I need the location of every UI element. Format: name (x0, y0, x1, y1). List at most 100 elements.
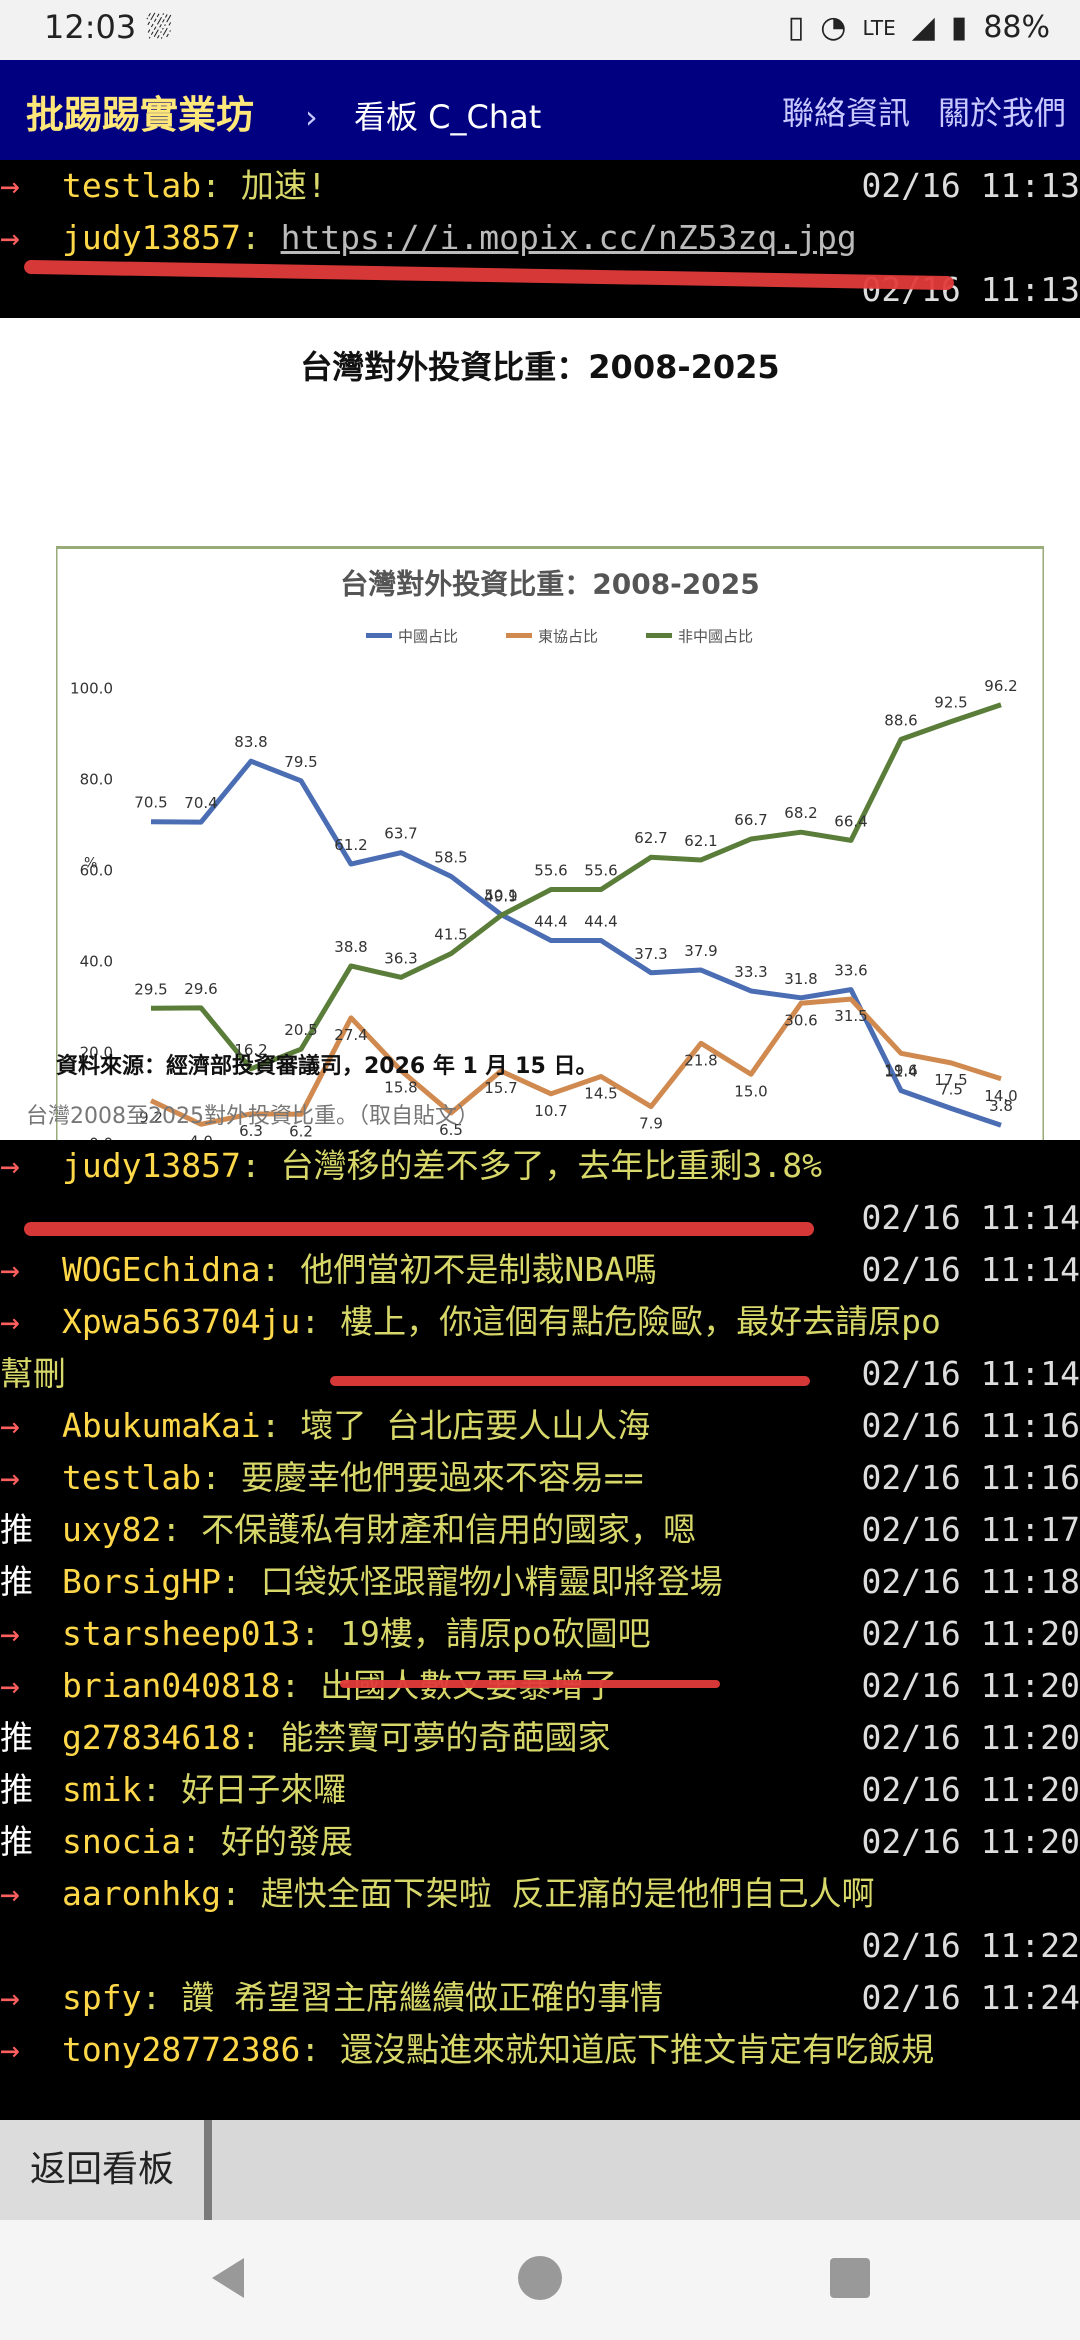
data-label: 6.5 (439, 1121, 463, 1139)
comment-row: 02/16 11:14 (0, 1192, 1080, 1244)
comment-user[interactable]: testlab (62, 166, 202, 205)
comment-list-bottom: → judy13857: 台灣移的差不多了，去年比重剩3.8% 02/16 11:1… (0, 1140, 1080, 2120)
board-link[interactable]: 看板 C_Chat (353, 98, 542, 136)
embedded-image[interactable]: 台灣對外投資比重：2008-2025 台灣對外投資比重：2008-2025 中國… (0, 318, 1080, 1199)
comment-user[interactable]: spfy (62, 1978, 142, 2017)
comment-body: testlab: 加速! (62, 160, 327, 212)
comment-text: : 壞了 台北店要人山人海 (260, 1406, 651, 1445)
comment-time: 02/16 11:13 (861, 166, 1080, 205)
site-logo[interactable]: 批踢踢實業坊 (26, 93, 255, 137)
comment-time: 02/16 11:18 (861, 1562, 1080, 1601)
comment-user[interactable]: judy13857 (62, 1146, 241, 1185)
notification-icon: ⛆ (146, 8, 172, 46)
comment-time: 02/16 11:24 (861, 1978, 1080, 2017)
comment-row: → judy13857: https://i.mopix.cc/nZ53zq.jp… (0, 212, 1080, 264)
data-label: 66.4 (834, 812, 867, 830)
data-label: 58.5 (434, 848, 467, 866)
series-line (149, 996, 1002, 1127)
comment-body: g27834618: 能禁寶可夢的奇葩國家 (62, 1712, 611, 1764)
data-label: 62.7 (634, 829, 667, 847)
comment-text: : 樓上，你這個有點危險歐，最好去請原po (300, 1302, 941, 1341)
y-axis-label: % (84, 856, 97, 872)
data-label: 62.1 (684, 832, 717, 850)
red-scribble (340, 1680, 720, 1688)
breadcrumb-separator: › (305, 98, 318, 136)
data-label: 6.2 (289, 1122, 313, 1140)
comment-user[interactable]: g27834618 (62, 1718, 241, 1757)
data-label: 21.8 (684, 1051, 717, 1069)
comment-tag: → (0, 218, 20, 257)
comment-time: 02/16 11:14 (861, 1354, 1080, 1393)
data-label: 70.4 (184, 794, 217, 812)
comment-user[interactable]: AbukumaKai (62, 1406, 261, 1445)
comment-text: : 好的發展 (181, 1822, 353, 1861)
contact-link[interactable]: 聯絡資訊 (781, 94, 910, 132)
back-to-board-button[interactable]: 返回看板 (0, 2120, 212, 2220)
comment-user[interactable]: brian040818 (62, 1666, 281, 1705)
data-label: 27.4 (334, 1026, 367, 1044)
comment-tag: 推 (0, 1770, 33, 1809)
comment-user[interactable]: Xpwa563704ju (62, 1302, 301, 1341)
comment-body: testlab: 要慶幸他們要過來不容易== (62, 1452, 644, 1504)
series-lines (149, 702, 1002, 1128)
wifi-icon: ◔ (820, 10, 847, 45)
comment-text: : 口袋妖怪跟寵物小精靈即將登場 (220, 1562, 723, 1601)
y-tick-label: 100.0 (70, 680, 113, 698)
data-label: 79.5 (284, 753, 317, 771)
site-header: 批踢踢實業坊 › 看板 C_Chat 聯絡資訊 關於我們 (0, 60, 1080, 160)
comment-link[interactable]: https://i.mopix.cc/nZ53zq.jpg (280, 218, 857, 257)
about-link[interactable]: 關於我們 (937, 94, 1066, 132)
data-label: 19.6 (884, 1061, 917, 1079)
battery-icon: ▮ (950, 10, 968, 45)
data-label: 10.7 (534, 1102, 567, 1120)
comment-body: AbukumaKai: 壞了 台北店要人山人海 (62, 1400, 650, 1452)
comment-user[interactable]: snocia (62, 1822, 182, 1861)
comment-body: starsheep013: 19樓，請原po砍圖吧 (62, 1608, 651, 1660)
data-label: 88.6 (884, 711, 917, 729)
comment-tag: 推 (0, 1718, 33, 1757)
comment-text: : 讚 希望習主席繼續做正確的事情 (141, 1978, 664, 2017)
vibrate-icon: ▯ (787, 10, 805, 45)
comment-body: Xpwa563704ju: 樓上，你這個有點危險歐，最好去請原po (62, 1296, 941, 1348)
data-label: 20.5 (284, 1021, 317, 1039)
data-label: 70.5 (134, 794, 167, 812)
comment-row: → AbukumaKai: 壞了 台北店要人山人海 02/16 11:16 (0, 1400, 1080, 1452)
comment-user[interactable]: aaronhkg (62, 1874, 221, 1913)
data-label: 7.5 (939, 1080, 963, 1098)
back-icon[interactable] (200, 2248, 260, 2308)
home-icon[interactable] (510, 2248, 570, 2308)
comment-row: 推 BorsigHP: 口袋妖怪跟寵物小精靈即將登場 02/16 11:18 (0, 1556, 1080, 1608)
comment-row: → tony28772386: 還沒點進來就知道底下推文肯定有吃飯規 (0, 2024, 1080, 2076)
comment-time: 02/16 11:17 (861, 1510, 1080, 1549)
comment-time: 02/16 11:14 (861, 1250, 1080, 1289)
data-label: 44.4 (584, 912, 617, 930)
comment-user[interactable]: WOGEchidna (62, 1250, 261, 1289)
recents-icon[interactable] (820, 2248, 880, 2308)
data-label: 55.6 (584, 862, 617, 880)
comment-tag: → (0, 1458, 20, 1497)
comment-tag: → (0, 2030, 20, 2069)
comment-tag: → (0, 1978, 20, 2017)
header-links: 聯絡資訊 關於我們 (782, 88, 1066, 134)
comment-tag: 推 (0, 1822, 33, 1861)
comment-user[interactable]: testlab (62, 1458, 202, 1497)
comment-body: tony28772386: 還沒點進來就知道底下推文肯定有吃飯規 (62, 2024, 934, 2076)
image-caption: 台灣2008至2025對外投資比重。（取自貼文） (26, 1104, 479, 1129)
data-label: 3.8 (989, 1097, 1013, 1115)
comment-user[interactable]: BorsigHP (62, 1562, 221, 1601)
comment-user[interactable]: starsheep013 (62, 1614, 301, 1653)
comment-user[interactable]: smik (62, 1770, 142, 1809)
comment-user[interactable]: uxy82 (62, 1510, 162, 1549)
comment-row: → judy13857: 台灣移的差不多了，去年比重剩3.8% (0, 1140, 1080, 1192)
comment-body: WOGEchidna: 他們當初不是制裁NBA嗎 (62, 1244, 657, 1296)
comment-text: : 台灣移的差不多了，去年比重剩3.8% (240, 1146, 823, 1185)
legend-label: 中國占比 (398, 628, 458, 646)
comment-user[interactable]: tony28772386 (62, 2030, 301, 2069)
comment-user[interactable]: judy13857 (62, 218, 241, 257)
data-label: 30.6 (784, 1011, 817, 1029)
chart-source: 資料來源：經濟部投資審議司，2026 年 1 月 15 日。 (56, 1054, 598, 1079)
comment-body: smik: 好日子來囉 (62, 1764, 346, 1816)
comment-text: : 還沒點進來就知道底下推文肯定有吃飯規 (300, 2030, 935, 2069)
comment-row: 推 smik: 好日子來囉 02/16 11:20 (0, 1764, 1080, 1816)
data-label: 29.6 (184, 980, 217, 998)
